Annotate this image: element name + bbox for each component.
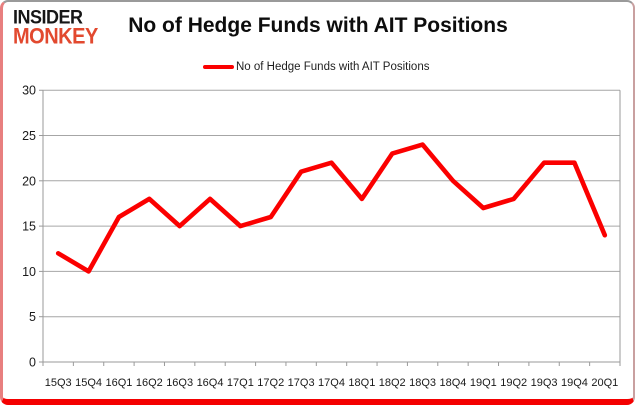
x-tick-label: 17Q2 [257, 377, 284, 389]
y-tick-label: 20 [22, 174, 36, 188]
chart-legend: No of Hedge Funds with AIT Positions [203, 60, 429, 74]
y-tick-label: 30 [22, 84, 36, 98]
x-tick-label: 16Q1 [105, 377, 132, 389]
series-line [55, 142, 608, 274]
x-tick-label: 16Q2 [136, 377, 163, 389]
y-tick-label: 15 [22, 220, 36, 234]
x-tick-label: 17Q4 [318, 377, 345, 389]
logo-text-insider: INSIDER [13, 5, 83, 28]
y-tick-label: 25 [22, 129, 36, 143]
insider-monkey-logo: INSIDER MONKEY [13, 5, 98, 50]
logo-text-monkey: MONKEY [13, 24, 98, 50]
legend-label: No of Hedge Funds with AIT Positions [236, 61, 430, 73]
legend-line-swatch [203, 64, 234, 70]
x-tick-label: 18Q3 [409, 377, 436, 389]
x-tick-label: 16Q3 [166, 377, 193, 389]
x-tick-label: 18Q1 [348, 377, 375, 389]
x-tick-label: 15Q3 [45, 377, 72, 389]
x-tick-label: 15Q4 [75, 377, 102, 389]
x-tick-label: 16Q4 [197, 377, 224, 389]
y-tick-label: 5 [29, 310, 36, 324]
x-tick-label: 19Q2 [500, 377, 527, 389]
chart-svg: 0 5 10 15 20 25 30 15Q3 15Q4 16Q1 16Q2 16Q3 16Q4 17Q1… [22, 84, 621, 389]
x-tick-label: 18Q4 [440, 377, 467, 389]
chart-title: No of Hedge Funds with AIT Positions [128, 14, 508, 37]
x-tick-label: 17Q1 [227, 377, 254, 389]
y-tick-label: 0 [29, 356, 36, 370]
x-tick-label: 19Q3 [531, 377, 558, 389]
x-tick-label: 20Q1 [591, 377, 618, 389]
x-tick-label: 18Q2 [379, 377, 406, 389]
x-tick-label: 17Q3 [288, 377, 315, 389]
x-tick-label: 19Q4 [561, 377, 588, 389]
x-tick-label: 19Q1 [470, 377, 497, 389]
y-tick-label: 10 [22, 265, 36, 279]
